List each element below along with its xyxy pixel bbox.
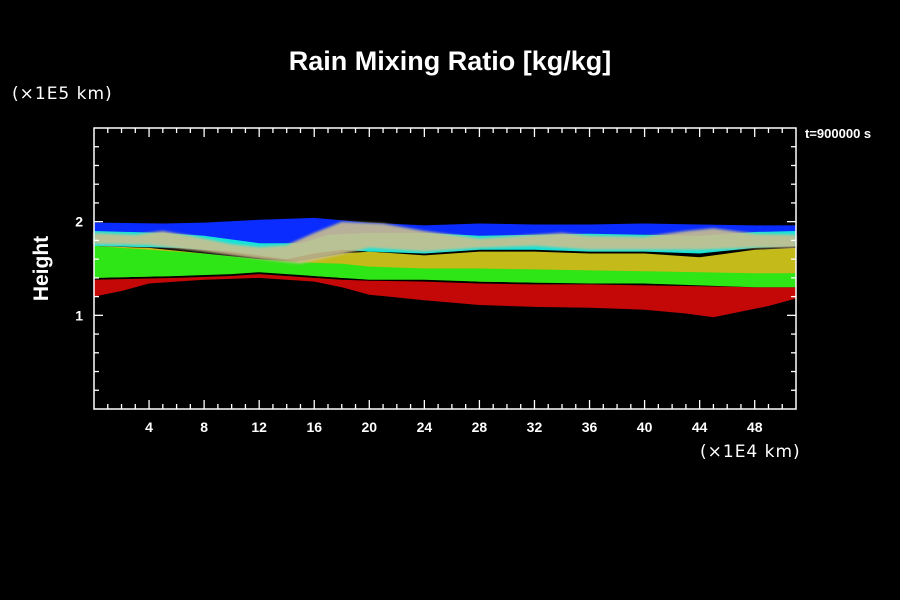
chart-title: Rain Mixing Ratio [kg/kg] [288, 46, 612, 76]
plot-frame [93, 127, 797, 410]
rain-field [94, 217, 796, 318]
x-tick-label: 24 [417, 419, 433, 435]
x-tick-label: 28 [472, 419, 488, 435]
x-axis-unit: (×1E4 km) [700, 442, 801, 462]
x-tick-label: 16 [306, 419, 322, 435]
x-tick-label: 44 [692, 419, 708, 435]
band-blue [94, 217, 796, 248]
x-tick-label: 40 [637, 419, 653, 435]
x-tick-label: 4 [145, 419, 153, 435]
y-tick-label: 1 [75, 307, 83, 323]
band-red [94, 274, 796, 318]
y-tick-label: 2 [75, 214, 83, 230]
y-axis-label: Height [30, 236, 53, 301]
x-tick-label: 32 [527, 419, 543, 435]
axis-ticks [94, 128, 796, 409]
y-axis-unit: (×1E5 km) [12, 84, 113, 104]
time-label: t=900000 s [805, 126, 872, 141]
x-tick-label: 48 [747, 419, 763, 435]
band-cloud [94, 221, 796, 264]
x-tick-label: 12 [251, 419, 267, 435]
x-tick-label: 8 [200, 419, 208, 435]
x-tick-label: 20 [362, 419, 378, 435]
band-green [94, 246, 796, 288]
x-tick-label: 36 [582, 419, 598, 435]
